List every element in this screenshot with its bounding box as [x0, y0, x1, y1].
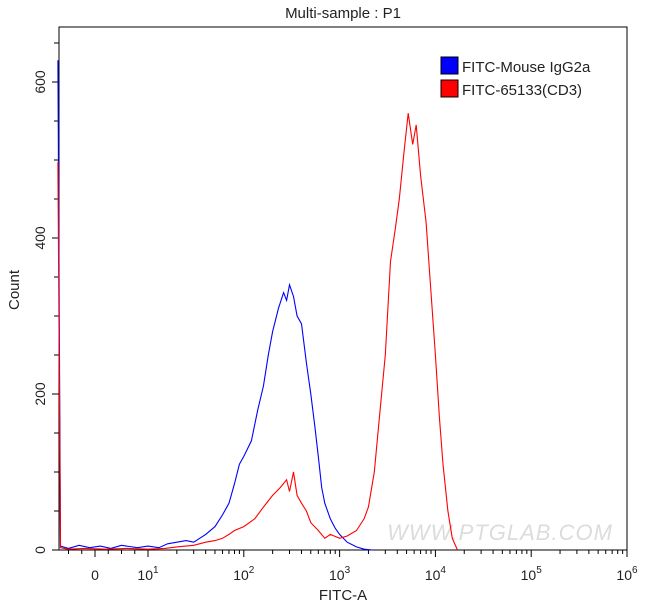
watermark: WWW.PTGLAB.COM — [387, 520, 613, 545]
legend: FITC-Mouse IgG2a FITC-65133(CD3) — [440, 56, 591, 99]
x-tick-label: 103 — [329, 565, 351, 583]
x-tick-label: 101 — [137, 565, 159, 583]
y-tick-label: 200 — [32, 382, 48, 406]
y-tick-label: 0 — [32, 546, 48, 554]
x-axis: 0 101 102 103 104 105 106 — [68, 550, 638, 583]
y-tick-label: 600 — [32, 70, 48, 94]
x-tick-label: 102 — [233, 565, 255, 583]
x-tick-label: 105 — [521, 565, 543, 583]
series-group — [57, 60, 459, 551]
x-axis-label: FITC-A — [319, 587, 367, 604]
plot-frame — [58, 26, 628, 551]
y-axis-label: Count — [6, 269, 23, 310]
y-tick-label: 400 — [32, 226, 48, 250]
legend-label: FITC-Mouse IgG2a — [462, 59, 591, 76]
legend-swatch-red — [440, 79, 459, 98]
x-tick-label: 106 — [616, 565, 638, 583]
y-axis: 0 200 400 600 — [32, 42, 59, 554]
legend-label: FITC-65133(CD3) — [462, 82, 582, 99]
series-line-1 — [57, 113, 459, 551]
legend-swatch-blue — [440, 56, 459, 75]
chart-title: Multi-sample : P1 — [285, 5, 401, 22]
x-tick-label: 0 — [91, 567, 99, 583]
series-line-0 — [57, 60, 373, 551]
x-tick-label: 104 — [425, 565, 447, 583]
